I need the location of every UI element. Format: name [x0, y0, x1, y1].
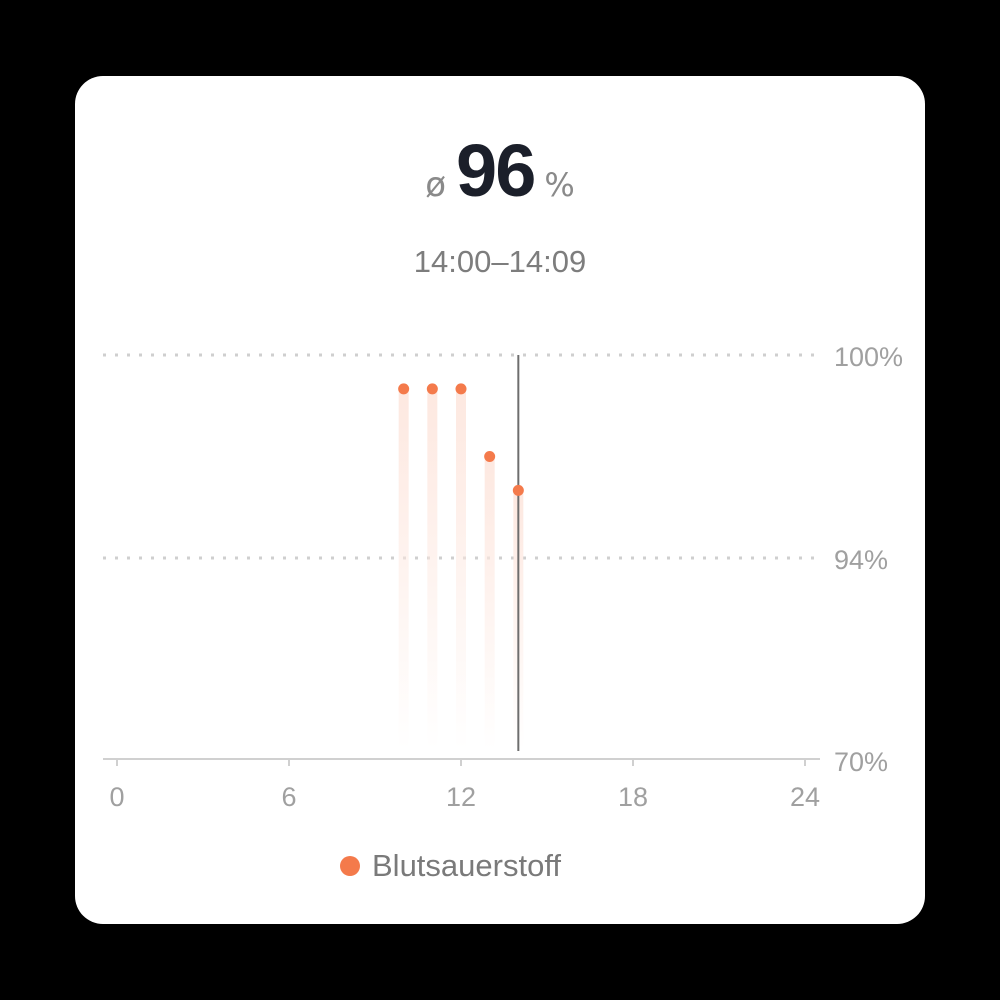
data-stem [427, 388, 438, 750]
y-tick-label: 94% [834, 545, 888, 575]
legend-label: Blutsauerstoff [372, 848, 561, 883]
legend: Blutsauerstoff [340, 848, 561, 884]
average-symbol: ø [425, 165, 447, 205]
legend-dot-icon [340, 856, 360, 876]
average-number: 96 [456, 129, 536, 212]
average-unit: % [544, 166, 575, 204]
data-stem [484, 456, 495, 750]
x-tick-label: 18 [618, 782, 648, 812]
x-tick-label: 12 [446, 782, 476, 812]
y-tick-label: 100% [834, 342, 903, 372]
data-stem [398, 388, 409, 750]
data-point [398, 383, 410, 395]
time-range: 14:00–14:09 [413, 244, 587, 279]
data-point [426, 383, 438, 395]
x-tick-label: 0 [109, 782, 124, 812]
data-point [455, 383, 467, 395]
data-point [484, 451, 496, 462]
data-point [512, 484, 524, 496]
x-tick-label: 6 [281, 782, 296, 812]
y-tick-label: 70% [834, 747, 888, 777]
chart-card [75, 76, 925, 924]
x-tick-label: 24 [790, 782, 820, 812]
data-stem [456, 388, 466, 750]
average-value: ø 96% [0, 128, 1000, 213]
